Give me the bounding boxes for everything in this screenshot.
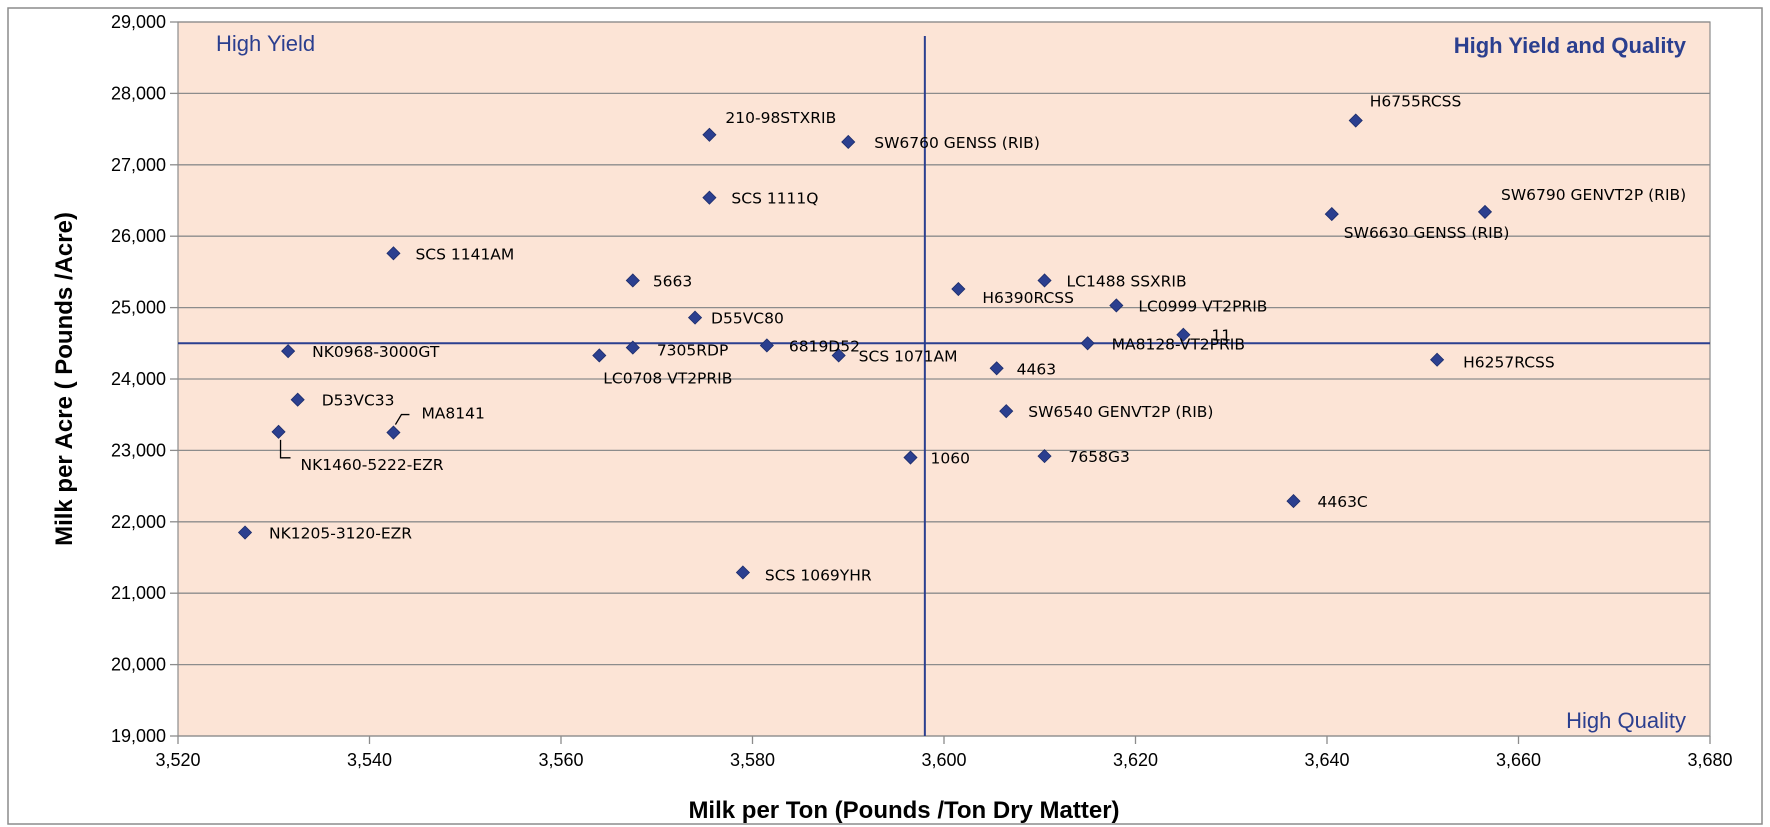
y-tick-label: 23,000: [111, 440, 166, 460]
point-label: LC1488 SSXRIB: [1067, 272, 1187, 290]
data-point: [999, 404, 1014, 419]
data-point: [759, 338, 774, 353]
data-point: [1037, 273, 1052, 288]
point-label: SW6790 GENVT2P (RIB): [1501, 186, 1686, 204]
x-tick-label: 3,580: [730, 750, 775, 770]
data-point: [1286, 494, 1301, 509]
point-label: SCS 1111Q: [731, 190, 818, 208]
data-point: [237, 525, 253, 540]
point-label: 1060: [930, 450, 969, 468]
quadrant-label-high-quality: High Quality: [1566, 708, 1686, 733]
data-point: [702, 127, 717, 142]
x-axis-ticks: 3,520 3,540 3,560 3,580 3,600 3,620 3,640 3,660…: [155, 736, 1733, 770]
point-label: 7305RDP: [657, 342, 729, 360]
point-label: 5663: [653, 272, 692, 290]
data-point: [1037, 449, 1052, 464]
leader-lines: [279, 413, 410, 459]
data-point: [1176, 327, 1191, 342]
data-point: [386, 425, 401, 440]
data-point: [1430, 352, 1445, 367]
y-tick-label: 19,000: [111, 726, 166, 746]
quadrant-label-high-yield: High Yield: [216, 31, 315, 56]
data-point: [735, 565, 750, 580]
point-label: 4463C: [1317, 493, 1367, 511]
data-point: [625, 340, 640, 355]
x-tick-label: 3,640: [1304, 750, 1349, 770]
y-tick-label: 27,000: [111, 155, 166, 175]
data-point: [592, 348, 607, 363]
y-tick-label: 21,000: [111, 583, 166, 603]
leader-line: [394, 413, 410, 425]
point-label: D55VC80: [711, 310, 784, 328]
point-label: SW6760 GENSS (RIB): [874, 134, 1040, 152]
data-point: [989, 361, 1004, 376]
x-tick-label: 3,680: [1687, 750, 1732, 770]
y-tick-label: 24,000: [111, 369, 166, 389]
point-label: NK0968-3000GT: [312, 343, 440, 361]
point-labels: H6755RCSS 210-98STXRIB SW6760 GENSS (RIB) S…: [269, 93, 1686, 585]
x-tick-label: 3,660: [1496, 750, 1541, 770]
data-point: [1477, 204, 1493, 219]
data-point: [687, 310, 703, 325]
x-tick-label: 3,560: [538, 750, 583, 770]
data-point: [831, 348, 846, 363]
point-label: H6755RCSS: [1370, 93, 1462, 111]
data-point: [702, 190, 717, 205]
point-label: 210-98STXRIB: [725, 109, 836, 127]
point-label: 7658G3: [1069, 448, 1130, 466]
data-point: [1324, 207, 1339, 222]
y-tick-label: 25,000: [111, 298, 166, 318]
point-label: SCS 1069YHR: [765, 566, 872, 584]
point-label: SCS 1071AM: [859, 347, 958, 365]
x-tick-label: 3,600: [921, 750, 966, 770]
data-point: [1348, 113, 1363, 128]
point-label: 6819D52: [789, 337, 860, 355]
leader-line: [279, 439, 291, 459]
data-point: [271, 424, 286, 439]
data-point: [625, 273, 640, 288]
y-tick-label: 20,000: [111, 655, 166, 675]
point-label: NK1205-3120-EZR: [269, 525, 412, 543]
point-label: 4463: [1017, 360, 1056, 378]
point-label: H6257RCSS: [1463, 354, 1555, 372]
y-axis-title: Milk per Acre ( Pounds /Acre): [51, 212, 78, 546]
point-label: SW6540 GENVT2P (RIB): [1028, 403, 1213, 421]
x-tick-label: 3,620: [1113, 750, 1158, 770]
data-point: [903, 450, 918, 465]
y-tick-label: 28,000: [111, 83, 166, 103]
y-axis-ticks: 19,000 20,000 21,000 22,000 23,000 24,000 25,0…: [111, 12, 178, 746]
data-point: [290, 392, 305, 407]
point-label: LC0999 VT2PRIB: [1138, 297, 1267, 315]
data-point: [386, 246, 401, 261]
quadrant-label-high-yield-and-quality: High Yield and Quality: [1454, 33, 1687, 58]
point-label: SCS 1141AM: [415, 245, 514, 263]
point-label: H6390RCSS: [982, 289, 1074, 307]
x-tick-label: 3,540: [347, 750, 392, 770]
point-label: NK1460-5222-EZR: [301, 456, 444, 474]
point-label: SW6630 GENSS (RIB): [1344, 224, 1510, 242]
data-points: [237, 113, 1493, 580]
point-label: MA8128-VT2PRIB: [1112, 335, 1245, 353]
point-label: LC0708 VT2PRIB: [603, 369, 732, 387]
data-point: [951, 281, 966, 297]
point-label: MA8141: [421, 405, 484, 423]
y-tick-label: 29,000: [111, 12, 166, 32]
data-point: [1080, 336, 1095, 351]
point-label: D53VC33: [322, 392, 395, 410]
data-point: [1109, 298, 1124, 313]
data-point: [841, 134, 856, 150]
x-tick-label: 3,520: [155, 750, 200, 770]
x-axis-title: Milk per Ton (Pounds /Ton Dry Matter): [688, 797, 1119, 824]
y-tick-label: 26,000: [111, 226, 166, 246]
point-label: 11: [1211, 327, 1231, 345]
data-point: [281, 344, 296, 359]
reference-lines: [178, 36, 1710, 736]
y-tick-label: 22,000: [111, 512, 166, 532]
